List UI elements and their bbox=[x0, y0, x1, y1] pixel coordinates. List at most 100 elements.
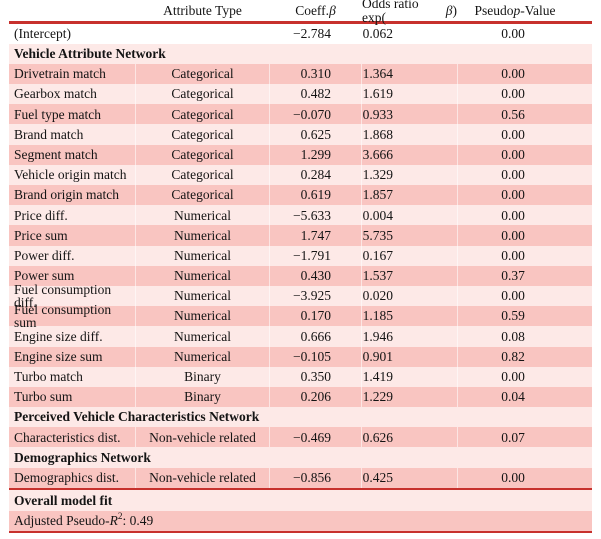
table-row: Brand match Categorical 0.625 1.868 0.00 bbox=[9, 124, 592, 145]
row-label-cell: Price sum bbox=[14, 227, 68, 243]
odds-ratio-value: 1.419 bbox=[362, 369, 393, 385]
table-row: Segment match Categorical 1.299 3.666 0.00 bbox=[9, 144, 592, 165]
coeff-value: −0.105 bbox=[293, 348, 331, 364]
table-row: Brand origin match Categorical 0.619 1.857 0… bbox=[9, 185, 592, 206]
p-value: 0.00 bbox=[501, 369, 525, 385]
odds-ratio-cell: 5.735 bbox=[361, 225, 457, 246]
coeff-value: −0.856 bbox=[293, 469, 331, 485]
odds-ratio-value: 1.868 bbox=[362, 126, 393, 142]
odds-ratio-cell: 0.167 bbox=[361, 245, 457, 266]
section-row: Demographics Network bbox=[9, 447, 592, 468]
p-value: 0.56 bbox=[501, 106, 525, 122]
header-beta-symbol: β bbox=[329, 2, 336, 18]
odds-ratio-value: 0.004 bbox=[362, 207, 393, 223]
row-label-cell: Brand match bbox=[14, 126, 84, 142]
coeff-value: 0.350 bbox=[300, 369, 331, 385]
p-value-cell: 0.00 bbox=[457, 63, 592, 85]
attribute-type-cell: Numerical bbox=[135, 265, 269, 286]
row-label-cell: Turbo match bbox=[14, 369, 83, 385]
p-value-cell: 0.00 bbox=[457, 285, 592, 307]
attribute-type-cell: Numerical bbox=[135, 225, 269, 246]
p-value-cell: 0.82 bbox=[457, 346, 592, 367]
header-pseudo-p-value: Pseudo p -Value bbox=[457, 0, 592, 21]
p-value-cell: 0.00 bbox=[457, 467, 592, 488]
coeff-value: −5.633 bbox=[293, 207, 331, 223]
odds-ratio-cell: 0.004 bbox=[361, 205, 457, 226]
odds-ratio-value: 0.167 bbox=[362, 247, 393, 263]
row-label-cell: Turbo sum bbox=[14, 389, 73, 405]
odds-ratio-cell: 0.020 bbox=[361, 285, 457, 307]
odds-ratio-cell: 0.626 bbox=[361, 427, 457, 448]
table-row: Price sum Numerical 1.747 5.735 0.00 bbox=[9, 225, 592, 246]
coeff-value: 0.619 bbox=[300, 187, 331, 203]
p-value-cell: 0.00 bbox=[457, 225, 592, 246]
odds-ratio-value: 0.901 bbox=[362, 348, 393, 364]
coeff-cell: 0.430 bbox=[269, 265, 361, 286]
attribute-type-cell: Categorical bbox=[135, 124, 269, 145]
p-value: 0.04 bbox=[501, 389, 525, 405]
row-label-cell: Fuel type match bbox=[14, 106, 101, 122]
row-label-cell: Drivetrain match bbox=[14, 66, 106, 82]
table-row: Demographics dist. Non-vehicle related −0.… bbox=[9, 467, 592, 488]
header-text: Pseudo bbox=[474, 2, 514, 18]
p-value: 0.00 bbox=[501, 86, 525, 102]
odds-ratio-cell: 1.868 bbox=[361, 124, 457, 145]
section-title: Vehicle Attribute Network bbox=[14, 46, 166, 62]
coeff-cell: 0.206 bbox=[269, 386, 361, 408]
p-value: 0.59 bbox=[501, 308, 525, 324]
odds-ratio-cell: 0.901 bbox=[361, 346, 457, 367]
row-label-cell: (Intercept) bbox=[14, 25, 71, 41]
p-value: 0.00 bbox=[501, 25, 525, 41]
section-title-cell: Vehicle Attribute Network bbox=[9, 44, 592, 64]
odds-ratio-cell: 3.666 bbox=[361, 144, 457, 165]
adjusted-pseudo-text: Adjusted Pseudo- bbox=[14, 512, 110, 528]
p-value-cell: 0.00 bbox=[457, 144, 592, 165]
p-value: 0.00 bbox=[501, 288, 525, 304]
p-value-cell: 0.56 bbox=[457, 104, 592, 125]
attribute-type-cell: Numerical bbox=[135, 346, 269, 367]
row-label-cell: Characteristics dist. bbox=[14, 429, 121, 445]
table-row: Turbo match Binary 0.350 1.419 0.00 bbox=[9, 366, 592, 387]
row-label-cell: Power diff. bbox=[14, 247, 75, 263]
coeff-value: 1.747 bbox=[300, 227, 331, 243]
section-row: Vehicle Attribute Network bbox=[9, 43, 592, 64]
attribute-type-cell: Categorical bbox=[135, 63, 269, 85]
coeff-cell: 0.310 bbox=[269, 63, 361, 85]
header-text: ) bbox=[452, 2, 458, 18]
table-row: Price diff. Numerical −5.633 0.004 0.00 bbox=[9, 205, 592, 226]
header-text: -Value bbox=[520, 2, 556, 18]
table-row: Power diff. Numerical −1.791 0.167 0.00 bbox=[9, 245, 592, 266]
odds-ratio-value: 0.020 bbox=[362, 288, 393, 304]
header-beta-symbol: β bbox=[445, 2, 453, 18]
attribute-type-cell: Numerical bbox=[135, 245, 269, 266]
table-row: Fuel consumption diff. Numerical −3.925 0.0… bbox=[9, 282, 592, 309]
coeff-value: 0.310 bbox=[300, 66, 331, 82]
odds-ratio-cell: 1.537 bbox=[361, 265, 457, 286]
odds-ratio-value: 1.946 bbox=[362, 328, 393, 344]
coeff-cell: −0.856 bbox=[269, 467, 361, 488]
p-value: 0.00 bbox=[501, 167, 525, 183]
attribute-type-cell: Categorical bbox=[135, 185, 269, 206]
row-label-cell: Engine size sum bbox=[14, 348, 103, 364]
attribute-type-cell: Numerical bbox=[135, 306, 269, 327]
r-symbol: R bbox=[109, 512, 118, 528]
p-value-cell: 0.59 bbox=[457, 306, 592, 327]
p-value-cell: 0.04 bbox=[457, 386, 592, 408]
attribute-type-cell: Numerical bbox=[135, 326, 269, 347]
p-value-cell: 0.00 bbox=[457, 245, 592, 266]
coeff-value: 0.666 bbox=[300, 328, 331, 344]
p-value: 0.00 bbox=[501, 247, 525, 263]
odds-ratio-cell: 1.857 bbox=[361, 185, 457, 206]
table-row: Engine size diff. Numerical 0.666 1.946 0.08 bbox=[9, 326, 592, 347]
odds-ratio-cell: 1.329 bbox=[361, 164, 457, 185]
odds-ratio-value: 0.933 bbox=[362, 106, 393, 122]
coeff-value: 0.284 bbox=[300, 167, 331, 183]
table-body: (Intercept) −2.784 0.062 0.00 Vehicle Attrib… bbox=[9, 23, 592, 531]
table-header-row: Attribute Type Coeff. β Odds ratio exp(β… bbox=[9, 0, 592, 24]
row-label-cell: Engine size diff. bbox=[14, 328, 103, 344]
odds-ratio-value: 1.619 bbox=[362, 86, 393, 102]
odds-ratio-value: 3.666 bbox=[362, 146, 393, 162]
